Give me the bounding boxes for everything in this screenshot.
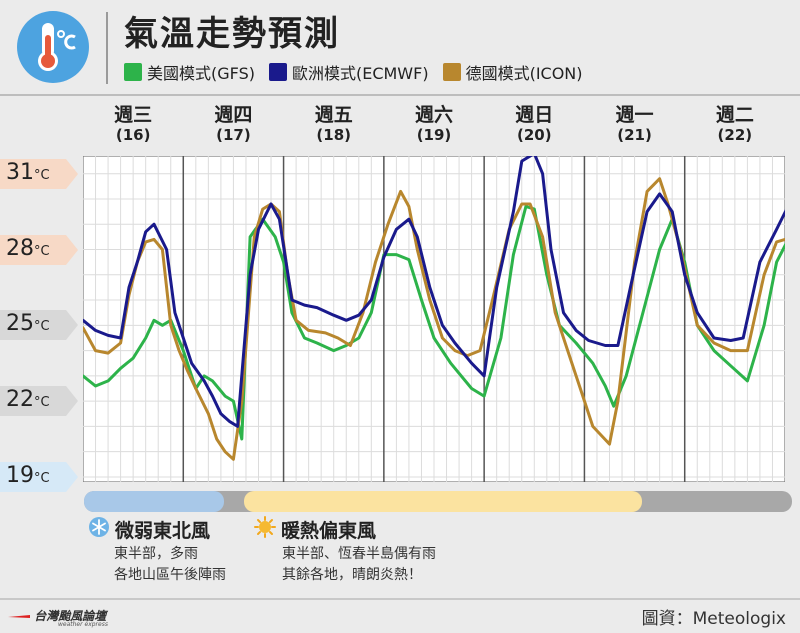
day-name: 週五 <box>314 104 353 126</box>
legend-label: 美國模式(GFS) <box>147 64 255 83</box>
series-line-gfs <box>83 205 785 441</box>
wind-note-1: 微弱東北風 <box>88 516 210 543</box>
y-tick-unit: °C <box>34 319 50 335</box>
y-tick-label: 31°C <box>0 158 80 189</box>
y-tick-value: 19 <box>6 462 34 488</box>
y-tick-unit: °C <box>34 167 50 183</box>
day-label: 週六 (19) <box>394 104 474 144</box>
day-name: 週一 <box>615 104 654 126</box>
brand-name: 台灣颱風論壇 <box>34 609 107 623</box>
thermometer-celsius-icon <box>17 11 89 83</box>
day-label: 週二 (22) <box>695 104 775 144</box>
day-name: 週六 <box>414 104 453 126</box>
day-name: 週日 <box>515 104 554 126</box>
page-title: 氣溫走勢預測 <box>124 14 340 54</box>
y-tick-value: 31 <box>6 159 34 185</box>
y-tick-value: 28 <box>6 235 34 261</box>
brand-logo: 台灣颱風論壇 <box>8 607 106 624</box>
y-tick-unit: °C <box>34 470 50 486</box>
y-tick-unit: °C <box>34 243 50 259</box>
legend-swatch <box>124 63 142 81</box>
brand-subtitle: weather express <box>58 621 108 628</box>
header-rule <box>0 94 800 96</box>
wind-note-2-title: 暖熱偏東風 <box>281 520 377 542</box>
day-date: (22) <box>717 126 753 144</box>
day-label: 週一 (21) <box>595 104 675 144</box>
y-tick-text: 28°C <box>6 236 50 261</box>
y-tick-value: 25 <box>6 311 34 337</box>
y-tick-text: 22°C <box>6 387 50 412</box>
day-name: 週四 <box>214 104 253 126</box>
footer-rule <box>0 598 800 600</box>
wind-period-bar <box>84 491 792 512</box>
day-label: 週五 (18) <box>294 104 374 144</box>
wind-note-1-line: 各地山區午後陣雨 <box>114 567 226 583</box>
day-label: 週四 (17) <box>193 104 273 144</box>
legend-item: 歐洲模式(ECMWF) <box>268 60 429 84</box>
wind-note-1-desc: 東半部，多雨 各地山區午後陣雨 <box>114 544 226 586</box>
day-date: (16) <box>115 126 151 144</box>
wind-note-2-line: 東半部、恆春半島偶有雨 <box>282 546 436 562</box>
wind-note-2-line: 其餘各地，晴朗炎熱！ <box>282 567 422 583</box>
legend-item: 德國模式(ICON) <box>442 60 583 84</box>
day-date: (17) <box>216 126 251 144</box>
day-date: (20) <box>516 126 552 144</box>
legend-swatch <box>442 63 461 81</box>
day-label: 週三 (16) <box>93 104 173 144</box>
day-date: (18) <box>316 126 351 144</box>
temperature-chart <box>83 156 785 482</box>
y-tick-text: 31°C <box>6 160 50 185</box>
northeast-wind-period <box>84 491 224 512</box>
y-tick-unit: °C <box>34 395 50 411</box>
y-tick-label: 19°C <box>0 461 80 492</box>
series-line-ecmwf <box>83 156 785 428</box>
header: 氣溫走勢預測 美國模式(GFS) 歐洲模式(ECMWF) 德國模式(ICON) <box>0 0 800 93</box>
y-tick-label: 22°C <box>0 386 80 417</box>
wind-note-2: 暖熱偏東風 <box>254 516 376 543</box>
snowflake-icon <box>88 516 110 543</box>
legend-item: 美國模式(GFS) <box>124 60 255 84</box>
wind-note-1-line: 東半部，多雨 <box>114 546 198 562</box>
legend-label: 歐洲模式(ECMWF) <box>291 64 429 83</box>
legend-swatch <box>268 63 287 81</box>
legend-label: 德國模式(ICON) <box>465 64 583 83</box>
wind-note-1-title: 微弱東北風 <box>115 520 211 542</box>
day-name: 週三 <box>114 104 153 126</box>
y-tick-label: 25°C <box>0 310 80 341</box>
image-credit: 圖資：Meteologix <box>641 609 786 629</box>
header-divider <box>106 12 108 84</box>
y-tick-value: 22 <box>6 387 34 413</box>
y-tick-label: 28°C <box>0 234 80 265</box>
series-line-icon <box>83 177 785 461</box>
sun-icon <box>254 516 276 543</box>
y-tick-text: 25°C <box>6 311 50 336</box>
east-wind-period <box>244 491 642 512</box>
day-label: 週日 (20) <box>494 104 574 144</box>
y-tick-text: 19°C <box>6 463 50 488</box>
day-name: 週二 <box>715 104 754 126</box>
legend: 美國模式(GFS) 歐洲模式(ECMWF) 德國模式(ICON) <box>124 60 583 84</box>
wind-note-2-desc: 東半部、恆春半島偶有雨 其餘各地，晴朗炎熱！ <box>282 544 436 586</box>
day-date: (21) <box>617 126 652 144</box>
day-date: (19) <box>416 126 452 144</box>
